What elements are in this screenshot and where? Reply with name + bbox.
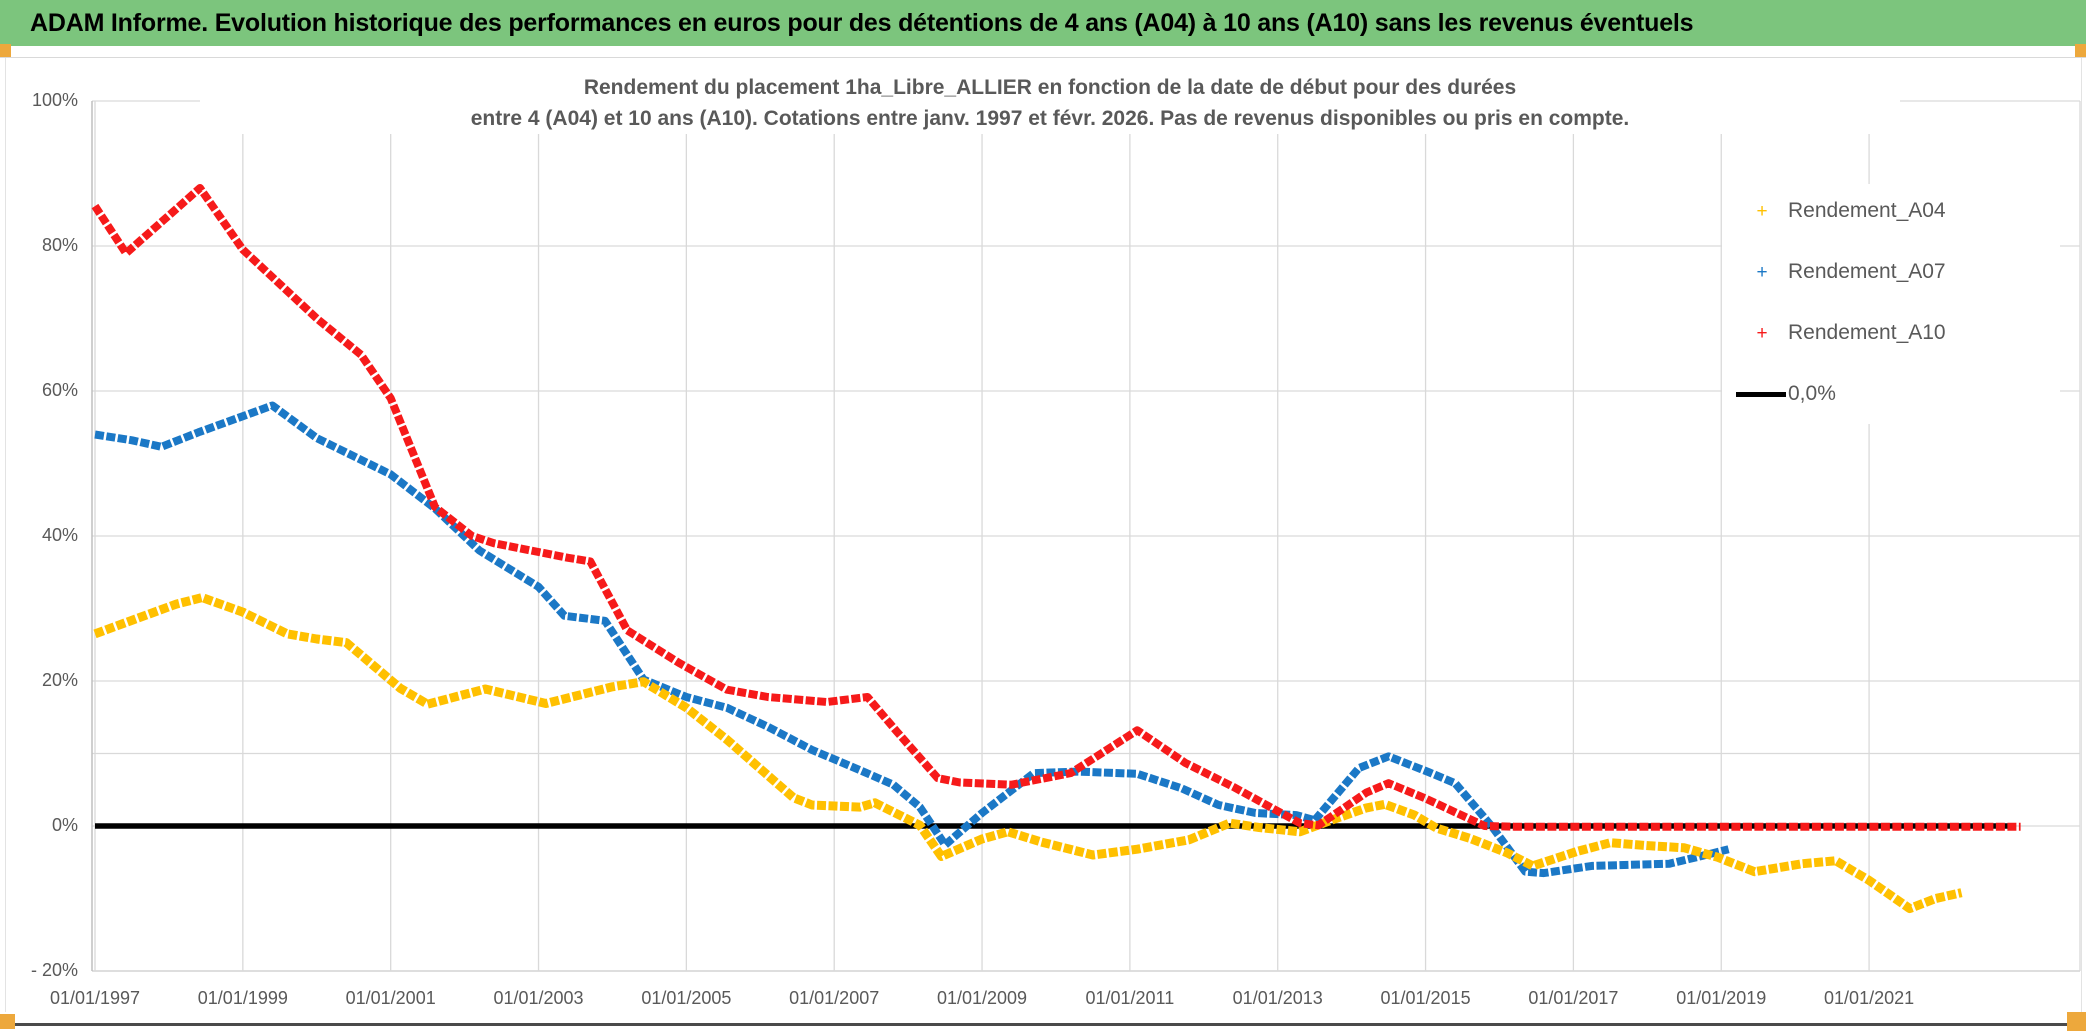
legend-item-rendement-a10[interactable]: + Rendement_A10 — [1736, 318, 1946, 348]
x-tick-2003: 01/01/2003 — [493, 988, 584, 1008]
x-tick-2019: 01/01/2019 — [1676, 988, 1767, 1008]
gold-handle-top-left — [0, 44, 11, 57]
line-swatch-icon — [1736, 391, 1786, 397]
x-tick-2021: 01/01/2021 — [1824, 988, 1915, 1008]
page-right-edge — [2081, 58, 2082, 1012]
plus-marker-icon: + — [1756, 261, 1768, 283]
legend-item-0-0-[interactable]: 0,0% — [1736, 379, 1836, 409]
y-tick-60: 60% — [41, 380, 78, 400]
legend-item-rendement-a04[interactable]: + Rendement_A04 — [1736, 196, 1946, 226]
banner-title: ADAM Informe. Evolution historique des p… — [0, 0, 2086, 46]
x-tick-2007: 01/01/2007 — [789, 988, 880, 1008]
gold-handle-bottom-right — [2067, 1012, 2086, 1031]
legend-label: Rendement_A04 — [1788, 199, 1946, 222]
chart-title: Rendement du placement 1ha_Libre_ALLIER … — [200, 72, 1900, 134]
chart-legend[interactable]: + Rendement_A04 + Rendement_A07 + Rendement_A… — [1722, 184, 2060, 424]
plus-marker-icon: + — [1756, 322, 1768, 344]
x-tick-1999: 01/01/1999 — [197, 988, 288, 1008]
series-line-rendement-a10[interactable] — [91, 184, 2021, 831]
legend-label: Rendement_A10 — [1788, 321, 1946, 344]
legend-label: Rendement_A07 — [1788, 260, 1946, 283]
x-tick-2017: 01/01/2017 — [1528, 988, 1619, 1008]
x-tick-2013: 01/01/2013 — [1232, 988, 1323, 1008]
gold-handle-bottom-left — [0, 1014, 15, 1029]
gold-handle-top-right — [2075, 44, 2086, 57]
x-tick-2005: 01/01/2005 — [641, 988, 732, 1008]
bottom-rule — [15, 1023, 2067, 1026]
x-tick-2001: 01/01/2001 — [345, 988, 436, 1008]
x-tick-2009: 01/01/2009 — [936, 988, 1028, 1008]
chart-title-line-1: Rendement du placement 1ha_Libre_ALLIER … — [583, 76, 1517, 99]
x-tick-2011: 01/01/2011 — [1085, 988, 1175, 1008]
y-tick-100: 100% — [31, 90, 78, 110]
legend-item-rendement-a07[interactable]: + Rendement_A07 — [1736, 257, 1946, 287]
y-tick--20: - 20% — [30, 960, 78, 980]
plus-marker-icon: + — [1756, 200, 1768, 222]
banner-divider — [0, 57, 2086, 58]
y-tick-40: 40% — [41, 525, 78, 545]
series-line-rendement-a04[interactable] — [93, 593, 1963, 914]
chart-title-line-2: entre 4 (A04) et 10 ans (A10). Cotations… — [470, 107, 1630, 130]
y-tick-0: 0% — [51, 815, 78, 835]
series-line-rendement-a07[interactable] — [94, 401, 1730, 878]
x-tick-1997: 01/01/1997 — [49, 988, 141, 1008]
y-tick-80: 80% — [41, 235, 78, 255]
y-tick-20: 20% — [41, 670, 78, 690]
x-tick-2015: 01/01/2015 — [1380, 988, 1471, 1008]
legend-label: 0,0% — [1788, 382, 1836, 405]
page-left-edge — [5, 58, 6, 1012]
